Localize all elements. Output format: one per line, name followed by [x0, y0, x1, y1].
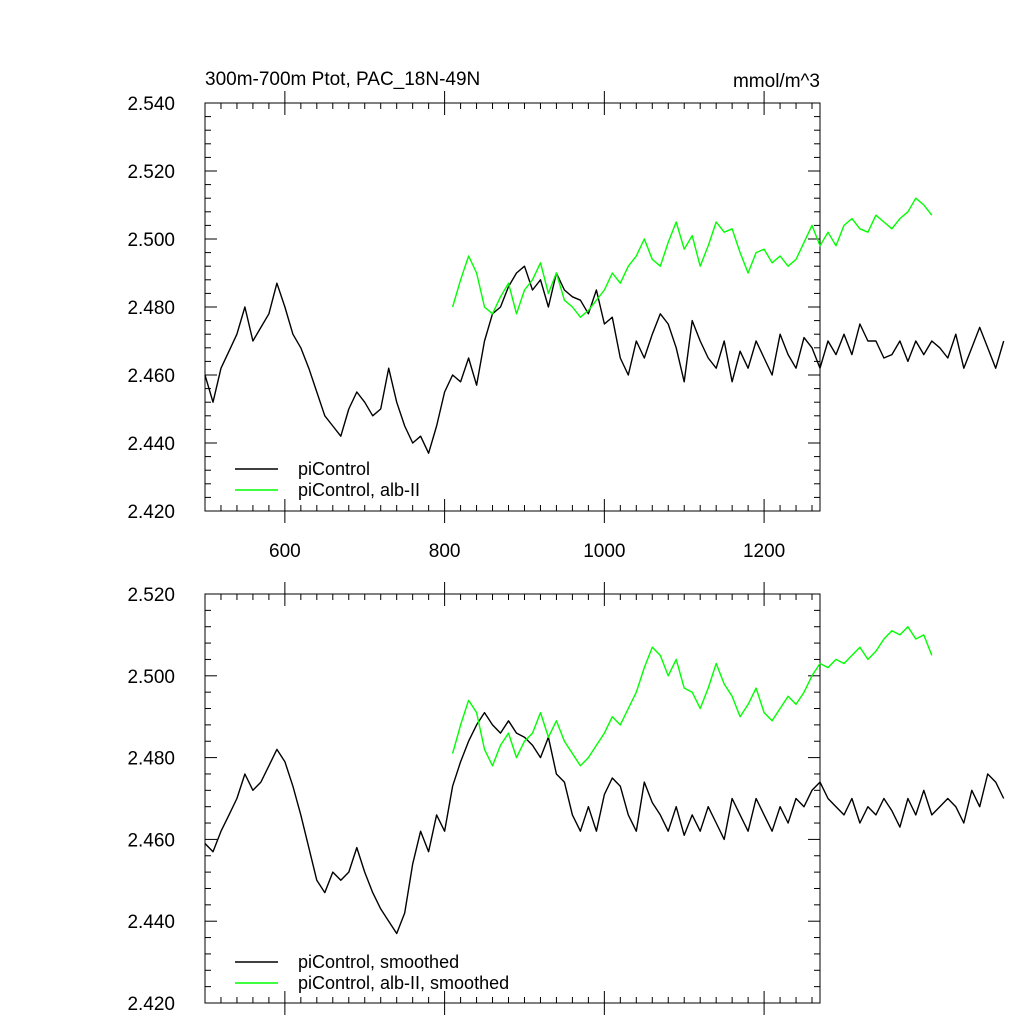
- legend-label: piControl: [298, 459, 370, 479]
- series-line-picontrol: [204, 265, 1005, 454]
- y-tick-label: 2.480: [127, 298, 175, 319]
- y-tick-label: 2.420: [127, 994, 175, 1015]
- y-tick-label: 2.520: [127, 162, 175, 183]
- series-line-picontrol-alb-ii: [451, 197, 933, 318]
- y-tick-label: 2.420: [127, 502, 175, 523]
- x-tick-label: 600: [269, 541, 301, 562]
- legend-label: piControl, alb-II: [298, 480, 420, 500]
- legend-label: piControl, alb-II, smoothed: [298, 973, 509, 993]
- series-line-picontrol: [204, 711, 1005, 935]
- x-tick-label: 1000: [583, 541, 625, 562]
- y-tick-label: 2.440: [127, 434, 175, 455]
- y-tick-label: 2.500: [127, 230, 175, 251]
- top-panel-title: 300m-700m Ptot, PAC_18N-49N: [205, 69, 480, 90]
- y-tick-label: 2.540: [127, 94, 175, 115]
- top-panel-units: mmol/m^3: [733, 71, 820, 92]
- y-tick-label: 2.440: [127, 912, 175, 933]
- plot-frame: [204, 102, 821, 512]
- plot-frame: [204, 593, 821, 1004]
- y-tick-label: 2.460: [127, 830, 175, 851]
- series-line-picontrol-alb-ii: [451, 626, 933, 767]
- y-tick-label: 2.520: [127, 585, 175, 606]
- top-panel: 300m-700m Ptot, PAC_18N-49N mmol/m^3 2.4…: [127, 69, 1005, 562]
- y-tick-label: 2.480: [127, 749, 175, 770]
- y-tick-label: 2.500: [127, 667, 175, 688]
- y-tick-label: 2.460: [127, 366, 175, 387]
- x-tick-label: 800: [429, 541, 461, 562]
- x-tick-label: 1200: [743, 541, 785, 562]
- bottom-panel: 2.420 2.440 2.460 2.480 2.500 2.520 piControl,…: [127, 582, 1005, 1015]
- legend-label: piControl, smoothed: [298, 952, 459, 972]
